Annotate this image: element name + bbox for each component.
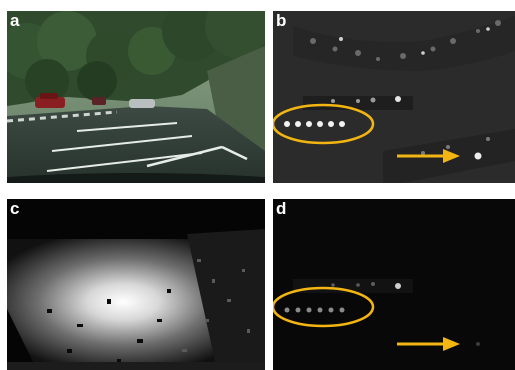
panel-a-label: a bbox=[10, 11, 20, 30]
panel-b: b bbox=[273, 11, 515, 183]
intensity-map-c bbox=[7, 199, 265, 370]
arrow-right-icon bbox=[397, 337, 460, 351]
feature-map-b bbox=[273, 11, 515, 183]
panel-c: c bbox=[7, 199, 265, 370]
arrow-right-icon bbox=[397, 149, 460, 163]
panel-a: a bbox=[7, 11, 265, 183]
ellipse-highlight bbox=[273, 103, 375, 145]
street-photo bbox=[7, 11, 265, 183]
panel-b-label: b bbox=[276, 11, 287, 30]
ellipse-highlight bbox=[273, 286, 375, 328]
panel-d-label: d bbox=[276, 199, 287, 218]
feature-map-d bbox=[273, 199, 515, 370]
panel-c-label: c bbox=[10, 199, 20, 218]
panel-d: d bbox=[273, 199, 515, 370]
